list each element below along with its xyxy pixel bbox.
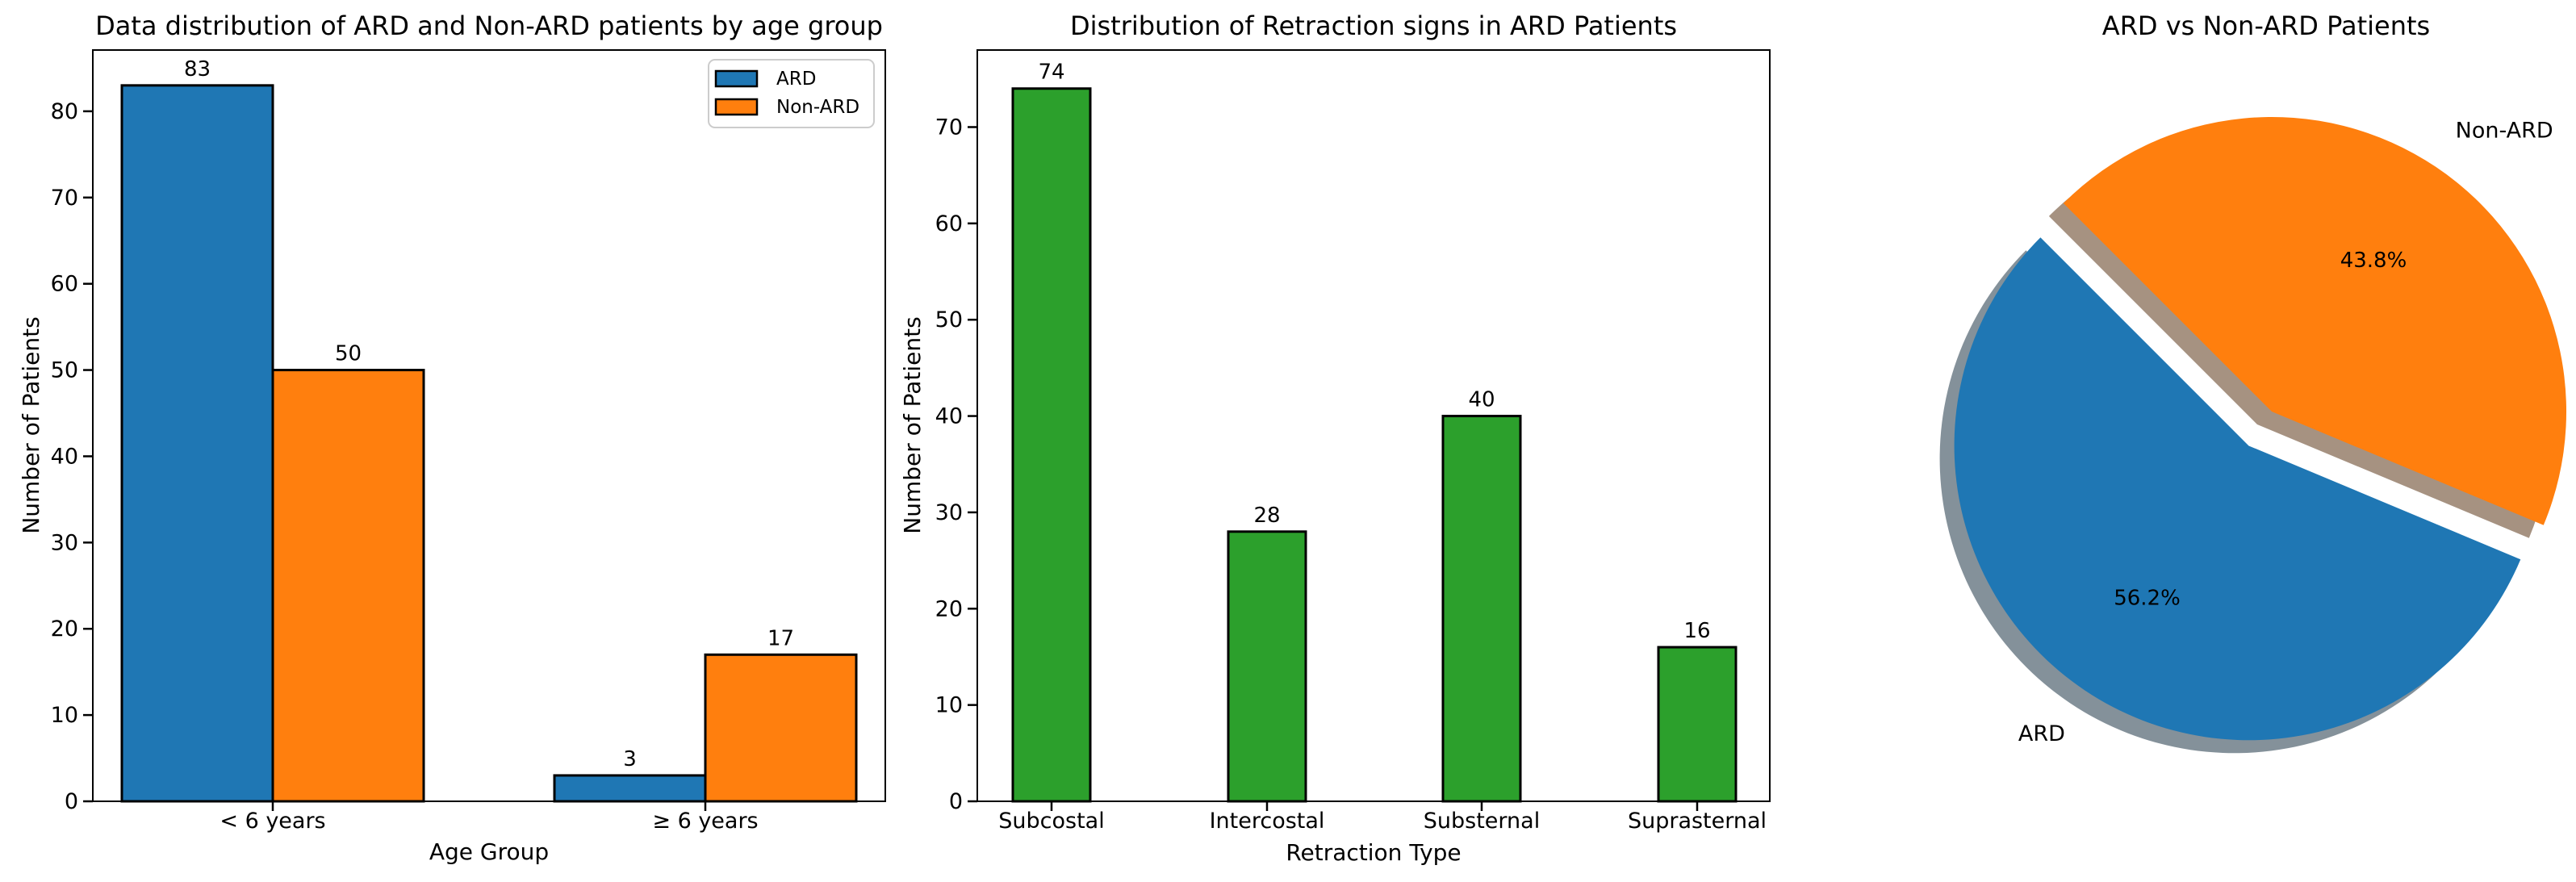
y-tick-label: 20 (935, 596, 963, 621)
x-axis-label: Retraction Type (1286, 839, 1461, 866)
bar-value-label: 40 (1468, 388, 1495, 412)
chart-title: Distribution of Retraction signs in ARD … (1070, 10, 1677, 41)
bar-value-label: 16 (1683, 619, 1710, 643)
y-tick-label: 0 (65, 789, 78, 814)
bar-Non-ARD-< 6 years (271, 369, 425, 803)
legend-swatch-Non-ARD (714, 98, 759, 116)
bar-value-Subcostal (1011, 87, 1092, 803)
pie-slice-ARD (1954, 237, 2521, 741)
x-tick-label: Suprasternal (1628, 809, 1767, 834)
pie-percent-label: 43.8% (2340, 249, 2407, 273)
pie-label: ARD (2018, 721, 2065, 746)
y-tick-label: 60 (51, 272, 78, 297)
retraction-bar-chart: 0 10 20 30 40 50 60 70 Subcostal Intercostal Subst… (899, 10, 1771, 866)
bar-ARD-≥ 6 years (553, 774, 707, 803)
bar-value-Suprasternal (1657, 646, 1738, 803)
bar-value-label: 17 (767, 626, 794, 650)
x-axis-label: Age Group (429, 838, 549, 865)
bar-value-label: 83 (184, 57, 211, 82)
bar-ARD-< 6 years (120, 84, 274, 803)
pie-label: Non-ARD (2456, 118, 2553, 143)
axes-frame (976, 49, 1771, 802)
pie-chart-content: ARD 56.2% Non-ARD 43.8% (1939, 116, 2567, 754)
pie-slice-Non-ARD (2063, 116, 2567, 525)
legend-swatch-ARD (714, 69, 759, 88)
pie-chart: ARD 56.2% Non-ARD 43.8% ARD vs Non-ARD Pati… (1939, 10, 2567, 754)
y-tick-label: 40 (51, 444, 78, 469)
y-axis-label: Number of Patients (899, 316, 926, 533)
y-tick-label: 60 (935, 211, 963, 236)
y-tick-label: 10 (51, 703, 78, 728)
chart-title: ARD vs Non-ARD Patients (2102, 10, 2430, 41)
axes-frame (92, 49, 886, 802)
y-tick-label: 70 (935, 115, 963, 140)
y-tick-label: 40 (935, 404, 963, 429)
legend-label: Non-ARD (776, 97, 859, 118)
x-tick-label: ≥ 6 years (652, 809, 758, 834)
retraction-bar-chart-content: 0 10 20 30 40 50 60 70 Subcostal Intercostal Subst… (935, 61, 1767, 834)
bar-value-Substernal (1441, 415, 1522, 803)
x-tick-label: < 6 years (220, 809, 325, 834)
age-distribution-chart: 0 10 20 30 40 50 60 70 80 < 6 years ≥ 6 years 83 3 50… (18, 10, 886, 865)
y-tick-label: 80 (51, 99, 78, 124)
legend-label: ARD (776, 69, 816, 90)
y-tick-label: 20 (51, 617, 78, 642)
bar-value-label: 74 (1038, 61, 1064, 85)
x-tick-label: Intercostal (1210, 809, 1325, 834)
pie-percent-label: 56.2% (2114, 586, 2181, 610)
y-tick-label: 70 (51, 186, 78, 211)
y-tick-label: 50 (51, 358, 78, 383)
age-distribution-chart-content: 0 10 20 30 40 50 60 70 80 < 6 years ≥ 6 years 83 3 50… (51, 57, 875, 834)
bar-value-label: 50 (335, 342, 362, 366)
bar-value-Intercostal (1227, 530, 1307, 803)
x-tick-label: Substernal (1424, 809, 1540, 834)
bar-Non-ARD-≥ 6 years (704, 653, 858, 803)
y-tick-label: 50 (935, 307, 963, 332)
y-tick-label: 10 (935, 693, 963, 718)
y-tick-label: 0 (949, 789, 963, 814)
y-axis-label: Number of Patients (18, 316, 44, 533)
x-tick-label: Subcostal (998, 809, 1104, 834)
bar-value-label: 3 (623, 747, 637, 771)
y-tick-label: 30 (51, 530, 78, 555)
chart-title: Data distribution of ARD and Non-ARD pat… (95, 10, 883, 41)
bar-value-label: 28 (1253, 504, 1280, 528)
y-tick-label: 30 (935, 500, 963, 525)
